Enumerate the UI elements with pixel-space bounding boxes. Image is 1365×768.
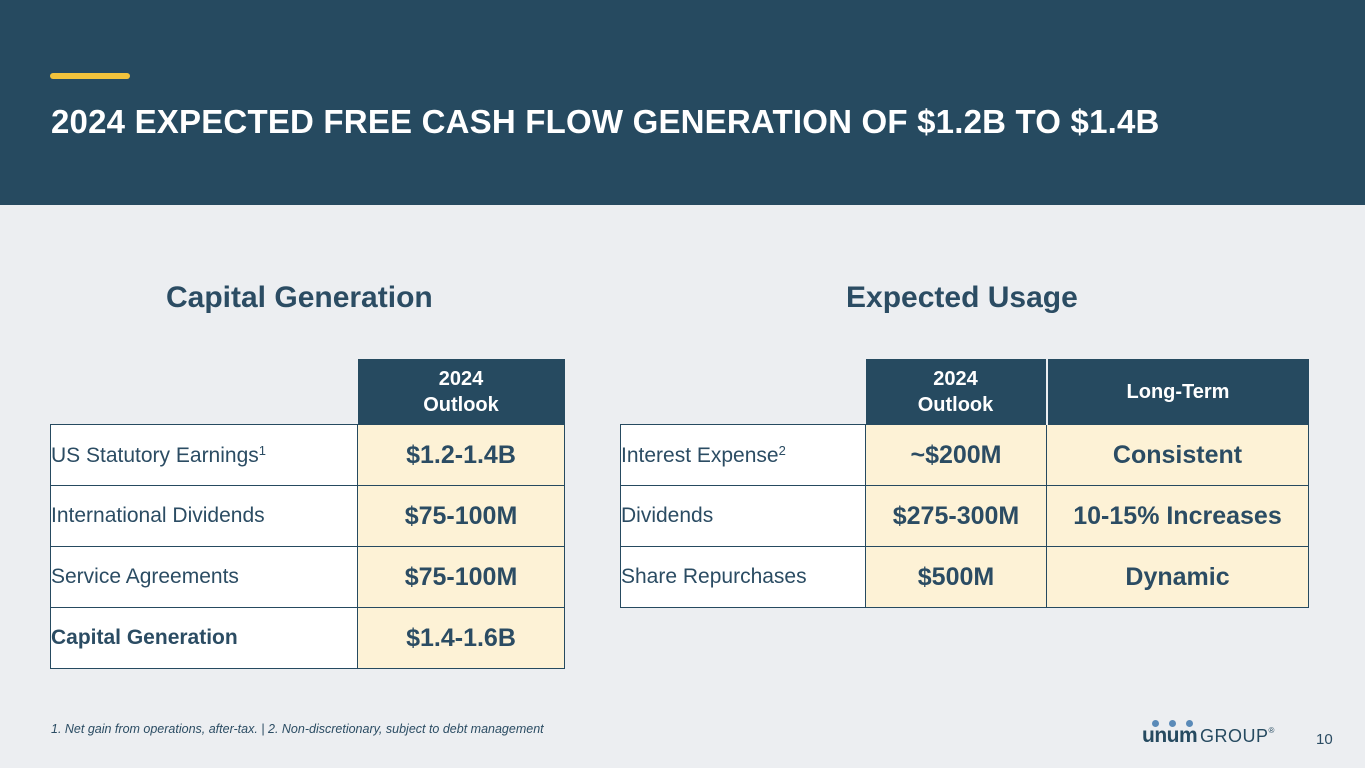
table-row: International Dividends $75-100M (50, 485, 565, 547)
row-value: $1.4-1.6B (357, 607, 565, 669)
footnotes: 1. Net gain from operations, after-tax. … (51, 722, 544, 736)
long-term-column-header: Long-Term (1046, 359, 1309, 425)
table-row: Interest Expense2 ~$200M Consistent (620, 424, 1309, 486)
accent-bar (50, 73, 130, 79)
row-outlook-value: ~$200M (865, 424, 1047, 486)
table-row: US Statutory Earnings1 $1.2-1.4B (50, 424, 565, 486)
unum-group-logo: unum GROUP® (1142, 718, 1288, 748)
blank-header-cell (621, 359, 866, 425)
row-label: Dividends (620, 485, 866, 547)
row-long-term-value: Dynamic (1046, 546, 1309, 608)
table-row-total: Capital Generation $1.4-1.6B (50, 607, 565, 669)
table-header-row: 2024 Outlook (51, 359, 565, 425)
outlook-column-header: 2024 Outlook (357, 359, 565, 425)
row-long-term-value: 10-15% Increases (1046, 485, 1309, 547)
row-outlook-value: $500M (865, 546, 1047, 608)
logo-group-word: GROUP (1200, 726, 1269, 746)
outlook-column-header: 2024 Outlook (865, 359, 1048, 425)
logo-dots-icon (1148, 720, 1208, 728)
registered-mark: ® (1268, 726, 1275, 735)
row-label: Interest Expense2 (620, 424, 866, 486)
outlook-header-line2: Outlook (917, 393, 994, 416)
row-outlook-value: $275-300M (865, 485, 1047, 547)
table-row: Share Repurchases $500M Dynamic (620, 546, 1309, 608)
row-label: International Dividends (50, 485, 358, 547)
footnote-marker: 1 (258, 442, 266, 458)
row-label: Capital Generation (50, 607, 358, 669)
row-value: $75-100M (357, 485, 565, 547)
capital-generation-heading: Capital Generation (166, 281, 433, 314)
table-row: Dividends $275-300M 10-15% Increases (620, 485, 1309, 547)
expected-usage-table: 2024 Outlook Long-Term Interest Expense2… (620, 359, 1309, 608)
outlook-header-line1: 2024 (438, 367, 484, 390)
outlook-header-line2: Outlook (423, 393, 499, 416)
table-row: Service Agreements $75-100M (50, 546, 565, 608)
row-label: Service Agreements (50, 546, 358, 608)
capital-generation-table: 2024 Outlook US Statutory Earnings1 $1.2… (50, 359, 565, 669)
row-label-text: US Statutory Earnings (51, 443, 259, 467)
table-header-row: 2024 Outlook Long-Term (621, 359, 1309, 425)
footnote-marker: 2 (778, 442, 786, 458)
blank-header-cell (51, 359, 358, 425)
logo-group-text: GROUP® (1200, 726, 1275, 747)
header-band: 2024 EXPECTED FREE CASH FLOW GENERATION … (0, 0, 1365, 205)
row-value: $75-100M (357, 546, 565, 608)
logo-wordmark: unum (1142, 724, 1198, 747)
row-label: US Statutory Earnings1 (50, 424, 358, 486)
row-long-term-value: Consistent (1046, 424, 1309, 486)
outlook-header-line1: 2024 (933, 367, 978, 390)
page-number: 10 (1316, 731, 1333, 748)
row-label: Share Repurchases (620, 546, 866, 608)
row-label-text: Interest Expense (621, 443, 779, 467)
page-title: 2024 EXPECTED FREE CASH FLOW GENERATION … (51, 103, 1160, 140)
expected-usage-heading: Expected Usage (846, 281, 1078, 314)
row-value: $1.2-1.4B (357, 424, 565, 486)
